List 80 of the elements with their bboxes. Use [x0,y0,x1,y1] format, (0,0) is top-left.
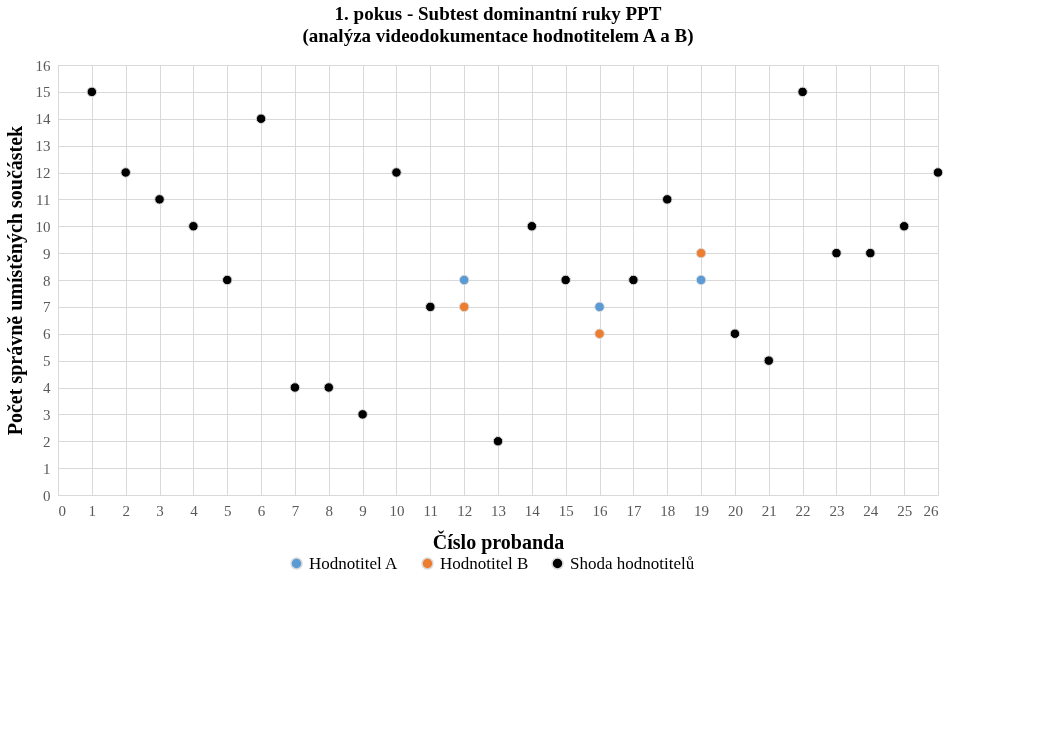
x-tick-label: 25 [897,502,913,519]
point [560,274,571,286]
x-tick-label: 2 [122,502,130,519]
point [289,382,301,393]
point [594,328,605,339]
point [357,409,368,420]
x-tick-label: 17 [626,502,642,519]
point [661,194,673,205]
point [458,274,470,286]
x-tick-label: 20 [727,502,743,519]
x-tick-label: 21 [761,502,777,519]
x-tick-label: 6 [257,502,266,519]
x-axis-title: Číslo probanda [432,529,565,554]
legend-label: Shoda hodnotitelů [570,553,695,573]
point [188,221,199,232]
point [86,86,98,98]
point [323,382,335,393]
y-axis-title: Počet správně umístěných součástek [3,124,27,436]
y-tick-label: 6 [43,326,51,343]
x-tick-label: 16 [592,502,609,519]
x-tick-label: 12 [457,502,473,519]
x-tick-label: 7 [291,502,300,519]
y-tick-label: 1 [43,460,51,477]
chart-title: 1. pokus - Subtest dominantní ruky PPT [334,3,662,24]
point [865,247,876,259]
x-tick-label: 26 [923,502,939,519]
point [526,221,538,232]
y-tick-label: 7 [43,299,51,316]
point [898,221,910,232]
legend-label: Hodnotitel B [440,553,529,573]
y-tick-label: 2 [43,433,51,450]
legend-label: Hodnotitel A [309,553,399,573]
point [154,194,165,205]
point [932,167,944,178]
y-tick-label: 10 [35,218,51,235]
point [391,167,402,178]
y-tick-label: 13 [35,138,51,155]
y-tick-label: 15 [35,84,51,101]
point [425,301,436,313]
point [831,247,842,259]
x-tick-label: 18 [660,502,676,519]
x-tick-label: 0 [58,502,66,519]
y-tick-label: 16 [35,57,51,74]
x-tick-label: 15 [558,502,574,519]
x-tick-label: 4 [190,502,199,519]
x-tick-label: 13 [491,502,506,519]
point [492,436,504,447]
y-tick-label: 0 [43,487,51,504]
y-tick-label: 3 [43,406,51,423]
point [797,86,808,98]
point [120,167,131,178]
x-tick-label: 5 [223,502,232,519]
point [729,328,741,339]
x-tick-label: 1 [88,502,97,519]
x-tick-label: 22 [795,502,811,519]
point [594,301,605,313]
point [255,113,267,124]
x-tick-label: 10 [389,502,405,519]
x-tick-label: 9 [359,502,367,519]
point [221,274,233,286]
x-tick-label: 11 [423,502,439,519]
y-tick-label: 9 [43,245,51,262]
y-tick-label: 4 [43,380,51,396]
y-tick-label: 12 [35,165,51,181]
y-tick-label: 11 [36,191,51,208]
point [695,247,707,259]
point [628,274,639,286]
y-tick-label: 5 [43,353,51,370]
x-tick-label: 19 [694,502,710,519]
x-tick-label: 8 [325,502,334,519]
chart-subtitle: (analýza videodokumentace hodnotitelem A a B) [302,25,694,47]
x-tick-label: 3 [156,502,164,519]
y-tick-label: 14 [35,111,51,128]
y-tick-label: 8 [43,272,51,289]
point [458,301,470,313]
x-tick-label: 14 [524,502,541,519]
point [763,355,775,366]
x-tick-label: 24 [863,502,879,519]
x-tick-label: 23 [829,502,845,519]
point [695,274,707,286]
